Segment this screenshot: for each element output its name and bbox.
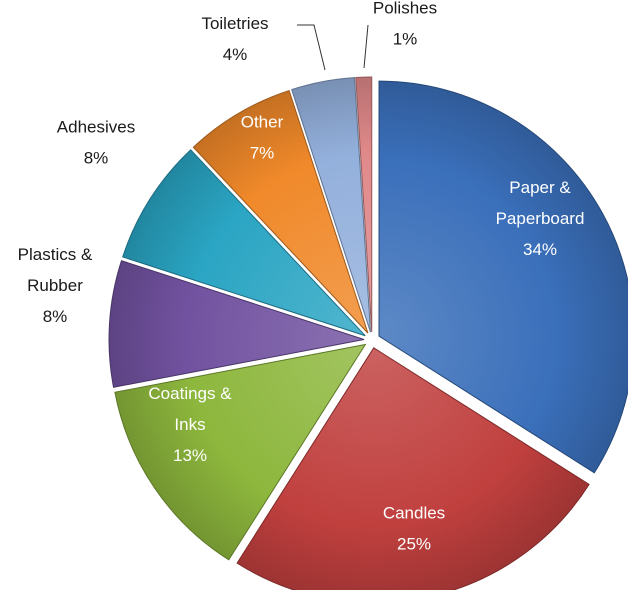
leader-line-polishes (363, 24, 369, 69)
label-coatings-and-inks: Coatings & Inks 13% (148, 384, 232, 465)
slice-candles (236, 347, 590, 590)
slice-plastics-and-rubber (108, 260, 365, 388)
slice-paper-and-paperboard (378, 80, 628, 474)
leader-lines (297, 24, 369, 71)
slice-labels: Paper & Paperboard 34% Candles 25% Coatings &… (18, 0, 585, 554)
label-candles: Candles 25% (383, 504, 445, 554)
label-plastics-and-rubber: Plastics & Rubber 8% (18, 245, 93, 326)
label-polishes: Polishes 1% (373, 0, 437, 49)
slice-cosmetics-and-toiletries (291, 77, 372, 333)
slice-adhesives (122, 149, 366, 337)
label-adhesives: Adhesives 8% (57, 118, 135, 168)
slice-polishes (355, 76, 373, 333)
label-other: Other 7% (241, 113, 284, 163)
slice-coatings-and-inks (114, 343, 367, 561)
label-paper-and-paperboard: Paper & Paperboard 34% (496, 178, 585, 259)
leader-line-cosmetics-and-toiletries (297, 24, 326, 71)
slice-other (192, 89, 369, 334)
pie-slices (108, 76, 628, 590)
